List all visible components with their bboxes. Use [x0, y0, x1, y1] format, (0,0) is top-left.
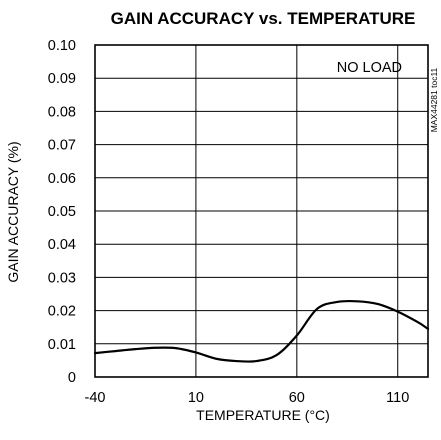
- y-tick-label-8: 0.08: [48, 104, 76, 120]
- chart-title: GAIN ACCURACY vs. TEMPERATURE: [111, 9, 416, 28]
- y-tick-label-3: 0.03: [48, 270, 76, 286]
- x-tick-label-3: 110: [386, 390, 409, 406]
- x-tick-label-2: 60: [289, 390, 305, 406]
- y-tick-label-4: 0.04: [48, 237, 76, 253]
- y-tick-label-1: 0.01: [48, 337, 76, 353]
- y-tick-label-7: 0.07: [48, 138, 76, 154]
- y-tick-label-9: 0.09: [48, 71, 76, 87]
- x-tick-label-0: -40: [85, 390, 106, 406]
- series-layer: [93, 299, 430, 363]
- plot-frame: [94, 44, 429, 378]
- y-tick-label-10: 0.10: [48, 38, 76, 54]
- no-load-annotation: NO LOAD: [337, 60, 402, 76]
- x-tick-label-1: 10: [188, 390, 204, 406]
- x-tick-labels: -40 10 60 110: [85, 390, 410, 406]
- series-line-0: [93, 299, 430, 363]
- y-tick-label-0: 0: [68, 370, 76, 386]
- y-tick-labels: 0 0.01 0.02 0.03 0.04 0.05 0.06 0.07 0.08 0.09 0.1…: [48, 38, 76, 386]
- y-tick-label-2: 0.02: [48, 304, 76, 320]
- x-axis-label: TEMPERATURE (°C): [196, 407, 330, 423]
- figure-id-label: MAX44281 toc11: [429, 67, 439, 132]
- y-axis-label: GAIN ACCURACY (%): [5, 141, 21, 282]
- grid: [94, 44, 428, 378]
- y-tick-label-5: 0.05: [48, 204, 76, 220]
- y-tick-label-6: 0.06: [48, 171, 76, 187]
